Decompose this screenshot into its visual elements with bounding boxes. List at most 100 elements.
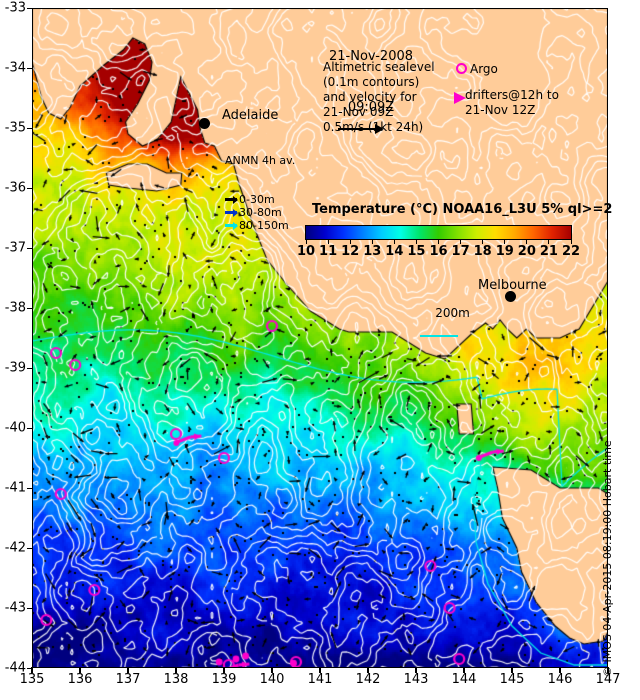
colorbar-tick-mark [349,240,351,244]
colorbar-tick-label: 14 [385,244,404,259]
argo-legend-label: Argo [470,62,498,76]
latitude-tick-label: -33 [4,0,26,16]
longitude-tick-mark [127,667,129,673]
latitude-tick-label: -43 [4,600,26,616]
map-plot-area[interactable] [32,8,608,668]
anmn-depth-bands: 0-30m 30-80m 80-150m [225,193,295,232]
depth-band-arrow-icon [225,195,238,204]
latitude-tick-mark [27,127,33,129]
latitude-tick-mark [27,607,33,609]
bathymetry-color-swatch [420,335,458,337]
longitude-tick-mark [175,667,177,673]
timestamp-time: 09:09Z [347,100,395,115]
latitude-tick-label: -44 [4,660,26,676]
colorbar-tick-mark [548,240,550,244]
colorbar-tick-mark [305,240,307,244]
colorbar-tick-label: 10 [296,244,316,259]
latitude-tick-mark [27,307,33,309]
colorbar-title: Temperature (°C) NOAA16_L3U 5% ql>=2 [312,202,613,217]
colorbar-tick-label: 22 [561,244,581,259]
timestamp-label: 21-Nov-2008 09:09Z [311,14,431,150]
longitude-tick-label: 142 [355,672,381,687]
longitude-tick-label: 146 [547,672,573,687]
colorbar-tick-label: 11 [319,244,338,259]
longitude-tick-label: 143 [403,672,429,687]
latitude-tick-mark [27,547,33,549]
latitude-tick-mark [27,427,33,429]
latitude-tick-mark [27,667,33,669]
drifter-legend-label: drifters@12h to 21-Nov 12Z [465,88,559,117]
argo-legend-icon [456,63,467,74]
colorbar-tick-mark [570,240,572,244]
longitude-tick-mark [319,667,321,673]
longitude-tick-mark [511,667,513,673]
colorbar-tick-mark [438,240,439,244]
city-marker-adelaide [199,118,211,130]
colorbar-tick-label: 16 [429,244,448,259]
latitude-tick-label: -35 [4,120,26,136]
longitude-tick-mark [223,667,225,673]
latitude-tick-label: -41 [4,480,26,496]
longitude-tick-mark [607,667,609,673]
longitude-tick-mark [559,667,561,673]
anmn-depth-band: 30-80m [225,206,295,219]
longitude-tick-label: 135 [19,672,45,687]
longitude-tick-mark [415,667,417,673]
copyright-label: © IMOS 04-Apr-2015 08:19:00 Hobart time [601,440,614,677]
temperature-colorbar [305,225,572,240]
colorbar-tick-mark [526,240,528,244]
colorbar-tick-mark [393,240,395,244]
anmn-legend-title: ANMN 4h av. [225,154,296,167]
latitude-tick-mark [27,247,33,249]
bathymetry-text: 200m [435,306,470,320]
drifter-legend-icon [454,92,466,104]
colorbar-tick-label: 12 [341,244,360,259]
city-label-melbourne: Melbourne [478,278,547,293]
colorbar-tick-label: 21 [539,244,558,259]
longitude-tick-label: 141 [307,672,333,687]
anmn-depth-band: 0-30m [225,193,295,206]
latitude-tick-label: -38 [4,300,26,316]
city-marker-melbourne [504,291,516,303]
depth-band-label: 80-150m [239,219,289,232]
longitude-tick-label: 145 [499,672,525,687]
depth-band-arrow-icon [225,208,238,217]
colorbar-tick-label: 15 [407,244,426,259]
colorbar-tick-mark [482,240,484,244]
latitude-tick-label: -39 [4,360,26,376]
timestamp-date: 21-Nov-2008 [328,49,414,64]
contours-and-vectors-layer [32,8,608,668]
colorbar-tick-label: 13 [363,244,382,259]
longitude-tick-label: 137 [115,672,141,687]
longitude-tick-mark [31,667,33,673]
latitude-tick-mark [27,187,33,189]
velocity-scale-arrow [338,124,384,134]
colorbar-tick-label: 19 [495,244,514,259]
anmn-depth-band: 80-150m [225,219,295,232]
colorbar-tick-label: 20 [517,244,536,259]
longitude-tick-label: 136 [67,672,93,687]
colorbar-tick-mark [504,240,506,244]
longitude-tick-mark [463,667,465,673]
colorbar-tick-label: 17 [451,244,470,259]
latitude-tick-mark [27,487,33,489]
longitude-tick-label: 147 [595,672,621,687]
latitude-tick-label: -34 [4,60,26,76]
latitude-tick-label: -36 [4,180,26,196]
longitude-tick-mark [367,667,369,673]
latitude-tick-label: -42 [4,540,26,556]
longitude-tick-mark [79,667,81,673]
latitude-tick-label: -37 [4,240,26,256]
colorbar-tick-mark [327,240,329,244]
bathymetry-200m-label: 200m [420,292,470,365]
depth-band-label: 0-30m [239,193,275,206]
longitude-tick-label: 144 [451,672,477,687]
longitude-tick-mark [271,667,273,673]
longitude-tick-label: 139 [211,672,237,687]
latitude-tick-mark [27,7,33,9]
colorbar-tick-mark [460,240,462,244]
latitude-tick-label: -40 [4,420,26,436]
colorbar-tick-label: 18 [473,244,492,259]
anmn-mooring-legend: ANMN 4h av. 0-30m 30-80m 80-150m [225,128,295,258]
